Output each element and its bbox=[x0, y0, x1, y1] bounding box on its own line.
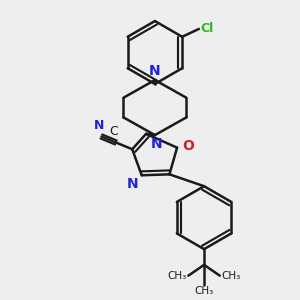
Text: O: O bbox=[182, 139, 194, 153]
Text: N: N bbox=[94, 118, 105, 132]
Text: CH₃: CH₃ bbox=[222, 271, 241, 281]
Text: N: N bbox=[127, 177, 139, 191]
Text: N: N bbox=[149, 64, 161, 78]
Text: CH₃: CH₃ bbox=[167, 271, 186, 281]
Text: Cl: Cl bbox=[201, 22, 214, 35]
Text: C: C bbox=[110, 124, 118, 138]
Text: N: N bbox=[151, 137, 163, 151]
Text: CH₃: CH₃ bbox=[194, 286, 214, 296]
